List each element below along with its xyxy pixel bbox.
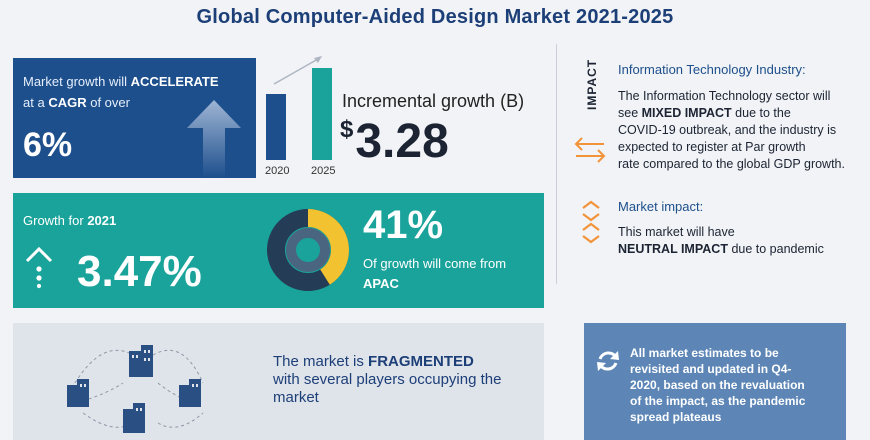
- note-line-4: of the impact, as the pandemic: [630, 394, 806, 408]
- cagr-line-2-suffix: of over: [90, 95, 130, 110]
- it-line-5: rate compared to the global GDP growth.: [618, 157, 845, 171]
- bar-label-2020: 2020: [265, 165, 290, 177]
- incremental-value: $3.28: [340, 114, 449, 169]
- incremental-label: Incremental growth (B): [342, 91, 525, 111]
- currency-symbol: $: [340, 116, 354, 143]
- incremental-bars: 2020 2025: [262, 52, 338, 180]
- note-line-5: spread plateaus: [630, 410, 722, 424]
- apac-text: Of growth will come from: [363, 256, 507, 271]
- note-line-3: 2020, based on the revaluation: [630, 378, 805, 392]
- column-divider: [556, 44, 557, 284]
- estimates-note-text: All market estimates to be revisited and…: [630, 345, 840, 425]
- exchange-arrows-icon: [574, 137, 606, 163]
- up-arrow-icon: [187, 100, 241, 178]
- incremental-amount: 3.28: [355, 115, 449, 168]
- neutral-impact-label: NEUTRAL IMPACT: [618, 242, 728, 256]
- bar-2025: [312, 68, 332, 160]
- cagr-value: 6%: [23, 126, 73, 164]
- it-industry-title: Information Technology Industry:: [618, 62, 806, 77]
- market-line-2-suffix: due to pandemic: [731, 242, 824, 256]
- note-line-1: All market estimates to be: [630, 346, 779, 360]
- cagr-line-1-prefix: Market growth will: [23, 74, 128, 89]
- it-line-3: COVID-19 outbreak, and the industry is: [618, 123, 837, 137]
- trend-arrow-icon: [273, 56, 322, 85]
- fragmented-panel: The market is FRAGMENTED with several pl…: [13, 323, 544, 440]
- growth-arrow-icon: [25, 246, 53, 289]
- impact-vertical-label: IMPACT: [585, 58, 599, 110]
- market-line-2: NEUTRAL IMPACT due to pandemic: [618, 241, 864, 258]
- fragmented-text: The market is FRAGMENTED with several pl…: [273, 353, 533, 407]
- it-line-2: see MIXED IMPACT due to the: [618, 105, 864, 122]
- note-line-2: revisited and updated in Q4-: [630, 362, 792, 376]
- page-title: Global Computer-Aided Design Market 2021…: [196, 6, 674, 28]
- cagr-line-2-prefix: at a: [23, 95, 45, 110]
- fragmented-label: FRAGMENTED: [368, 353, 474, 370]
- building-network-icon: [67, 345, 204, 433]
- bar-2020: [266, 94, 286, 160]
- market-line-1: This market will have: [618, 225, 735, 239]
- apac-percent: 41%: [363, 203, 444, 247]
- converge-arrows-icon: [582, 200, 600, 244]
- market-impact-body: This market will have NEUTRAL IMPACT due…: [618, 224, 864, 258]
- estimates-note-panel: All market estimates to be revisited and…: [584, 323, 846, 440]
- cagr-accelerate-label: ACCELERATE: [130, 74, 219, 89]
- bars-svg: [266, 56, 332, 160]
- donut-apac-slice: [267, 209, 349, 291]
- refresh-icon: [597, 351, 619, 371]
- cagr-line-2: at a CAGR of over: [23, 95, 130, 110]
- apac-donut: [267, 209, 349, 291]
- cagr-panel: Market growth will ACCELERATE at a CAGR …: [13, 58, 256, 178]
- growth-year: 2021: [87, 213, 117, 228]
- cagr-line-1: Market growth will ACCELERATE: [23, 74, 219, 89]
- growth-for-label: Growth for: [23, 213, 84, 228]
- frag-line-3: market: [273, 389, 319, 406]
- market-impact-title: Market impact:: [618, 199, 704, 214]
- frag-line-1-prefix: The market is: [273, 353, 364, 370]
- it-line-4: expected to register at Par growth: [618, 140, 806, 154]
- it-line-2-prefix: see: [618, 106, 639, 120]
- cagr-label: CAGR: [48, 95, 87, 110]
- it-industry-body: The Information Technology sector will s…: [618, 88, 864, 173]
- it-line-2-suffix: due to the: [735, 106, 791, 120]
- growth-2021-value: 3.47%: [77, 247, 202, 296]
- donut-inner-ring: [286, 228, 330, 272]
- it-line-1: The Information Technology sector will: [618, 89, 831, 103]
- bar-label-2025: 2025: [311, 165, 336, 177]
- apac-region: APAC: [363, 276, 399, 291]
- growth-2021-panel: Growth for 2021 3.47% 41% Of growth will…: [13, 193, 544, 308]
- frag-line-2: with several players occupying the: [273, 371, 502, 388]
- mixed-impact-label: MIXED IMPACT: [641, 106, 732, 120]
- frag-line-1: The market is FRAGMENTED: [273, 353, 533, 371]
- growth-2021-label: Growth for 2021: [23, 213, 116, 228]
